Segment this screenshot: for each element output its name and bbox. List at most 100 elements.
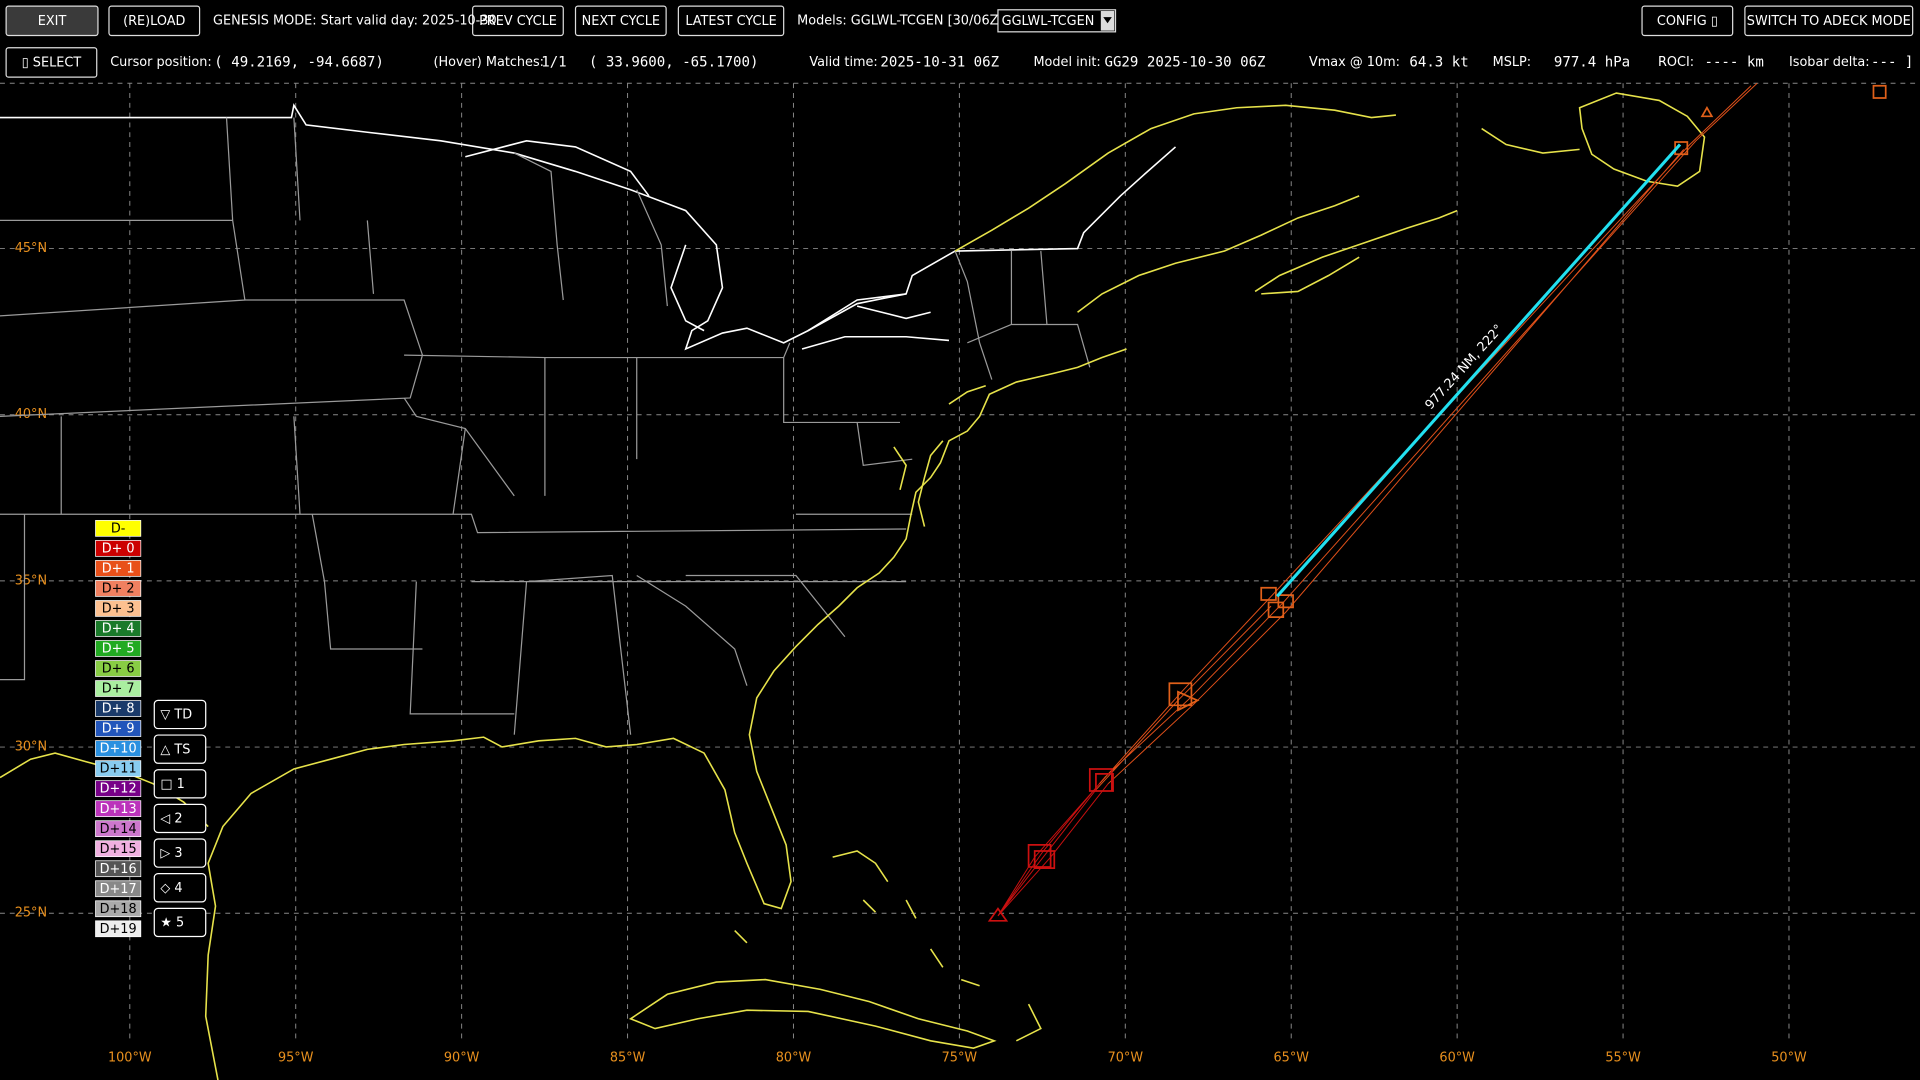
day-legend-item: D+17	[95, 880, 142, 898]
toolbar-button[interactable]: CONFIG ▯	[1641, 5, 1734, 37]
lat-label: 35°N	[15, 573, 47, 588]
intensity-label: ▽ TD	[160, 708, 192, 723]
select-frame	[997, 9, 1117, 33]
day-legend-item: D+10	[95, 740, 142, 757]
button-label: CONFIG ▯	[1657, 14, 1718, 29]
day-label: D+ 6	[102, 662, 135, 677]
day-label: D+ 5	[102, 642, 135, 657]
lon-label: 95°W	[278, 1050, 314, 1065]
status-label: Vmax @ 10m:	[1309, 55, 1400, 70]
status-label: MSLP:	[1493, 55, 1531, 70]
day-legend-item: D+ 4	[95, 620, 142, 637]
intensity-frame	[153, 803, 207, 834]
toolbar-button[interactable]: (RE)LOAD	[108, 5, 201, 37]
select-button[interactable]: ▯ SELECT	[5, 47, 98, 78]
intensity-legend-item: △ TS	[153, 734, 207, 764]
day-legend-item: D+12	[95, 780, 142, 797]
day-label: D+ 9	[102, 722, 135, 737]
day-swatch	[95, 680, 142, 697]
button-frame	[1744, 5, 1914, 37]
lon-label: 65°W	[1273, 1050, 1309, 1065]
day-legend-item: D+19	[95, 920, 142, 938]
track-markers-d1	[1168, 84, 1887, 712]
status-value: ( 33.9600, -65.1700)	[589, 54, 759, 70]
status-value: 64.3 kt	[1409, 54, 1468, 70]
intensity-label: ▷ 3	[160, 846, 182, 861]
day-swatch	[95, 780, 142, 797]
intensity-legend-item: ▷ 3	[153, 838, 207, 868]
status-label: (Hover) Matches:	[433, 55, 544, 70]
day-swatch	[95, 620, 142, 637]
day-label: D+19	[100, 922, 137, 937]
day-label: D+16	[100, 862, 137, 877]
model-select[interactable]: GGLWL-TCGEN	[997, 9, 1117, 33]
great-lakes	[465, 140, 950, 350]
toolbar-button[interactable]: NEXT CYCLE	[574, 5, 667, 37]
lon-label: 70°W	[1108, 1050, 1144, 1065]
track-markers-d0	[987, 768, 1114, 922]
day-legend-item: D+ 5	[95, 640, 142, 657]
button-frame	[5, 47, 98, 78]
lon-label: 75°W	[942, 1050, 978, 1065]
intensity-frame	[153, 907, 207, 938]
button-label: NEXT CYCLE	[582, 14, 660, 29]
intensity-frame	[153, 838, 207, 868]
day-swatch	[95, 700, 142, 717]
status-value: ---- km	[1704, 54, 1763, 70]
lon-label: 90°W	[444, 1050, 480, 1065]
button-label: PREV CYCLE	[479, 14, 557, 29]
day-label: D+ 8	[102, 702, 135, 717]
coast-cuba	[628, 978, 1042, 1049]
day-swatch	[95, 900, 142, 918]
day-swatch	[95, 640, 142, 657]
day-label: D+12	[100, 782, 137, 797]
day-swatch	[95, 920, 142, 938]
button-frame	[1641, 5, 1734, 37]
lon-label: 85°W	[610, 1050, 646, 1065]
day-legend-item: D+ 3	[95, 600, 142, 617]
intensity-label: △ TS	[160, 742, 190, 757]
select-value: GGLWL-TCGEN	[1002, 14, 1095, 29]
intensity-frame	[153, 873, 207, 903]
status-value: 1/1	[541, 54, 566, 70]
coast-newfoundland	[1481, 92, 1706, 187]
status-label: Isobar delta:	[1789, 55, 1870, 70]
lat-label: 45°N	[15, 241, 47, 256]
genesis-mode: GENESIS MODE: Start valid day: 2025-10-3…	[213, 13, 497, 28]
intensity-legend-item: □ 1	[153, 769, 207, 799]
day-legend-item: D+ 0	[95, 540, 142, 557]
basemap	[0, 92, 1706, 1080]
day-label: D+11	[100, 762, 137, 777]
button-frame	[472, 5, 564, 37]
toolbar-button[interactable]: LATEST CYCLE	[677, 5, 785, 37]
ui: EXIT (RE)LOAD PREV CYCLE NEXT CYCLE LATEST C…	[5, 5, 1914, 938]
state-borders	[0, 117, 1091, 735]
day-swatch	[95, 820, 142, 838]
lat-label: 30°N	[15, 740, 47, 755]
day-legend-item: D+ 2	[95, 580, 142, 597]
select-arrow	[1103, 17, 1112, 24]
toolbar-button[interactable]: SWITCH TO ADECK MODE	[1744, 5, 1914, 37]
button-label: ▯ SELECT	[22, 56, 82, 71]
toolbar-button[interactable]: PREV CYCLE	[472, 5, 564, 37]
day-swatch	[95, 760, 142, 777]
toolbar-button[interactable]: EXIT	[5, 5, 99, 37]
day-legend-item: D-	[95, 520, 142, 537]
day-label: D-	[111, 521, 126, 536]
day-label: D+17	[100, 882, 137, 897]
button-label: EXIT	[38, 14, 67, 29]
day-swatch	[95, 540, 142, 557]
button-frame	[108, 5, 201, 37]
day-label: D+ 1	[102, 562, 135, 577]
status-value: GG29 2025-10-30 06Z	[1104, 54, 1266, 70]
day-swatch	[95, 800, 142, 817]
day-legend-item: D+ 6	[95, 660, 142, 677]
intensity-frame	[153, 769, 207, 799]
button-frame	[677, 5, 785, 37]
intensity-legend-item: ◇ 4	[153, 873, 207, 903]
button-label: SWITCH TO ADECK MODE	[1747, 14, 1911, 29]
day-label: D+15	[100, 842, 137, 857]
models-label: Models: GGLWL-TCGEN [30/06Z]	[797, 13, 1003, 28]
day-swatch	[95, 720, 142, 737]
